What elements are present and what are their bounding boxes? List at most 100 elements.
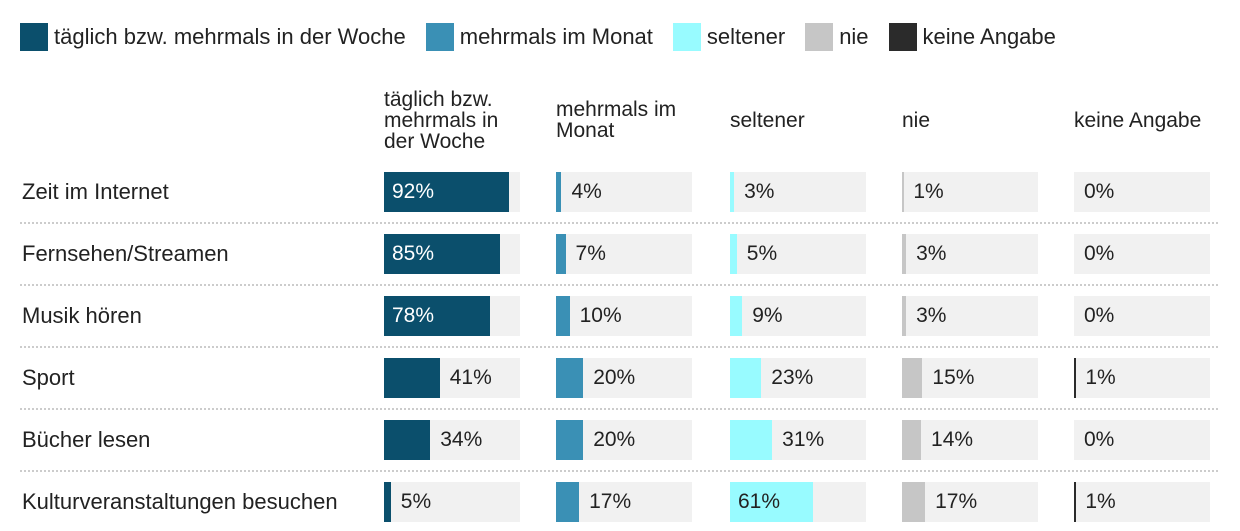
value-label: 1% [1085,490,1116,513]
value-label: 92% [392,180,435,203]
row-label: Musik hören [22,303,142,328]
value-label: 17% [935,490,978,513]
bar-track [902,172,1038,212]
row-separator [20,408,1218,410]
column-header: täglich bzw. mehrmals in der Woche [384,75,534,165]
row-separator [20,222,1218,224]
value-label: 14% [931,428,974,451]
bar-track [730,234,866,274]
legend-swatch [425,23,454,51]
value-label: 41% [449,366,492,389]
value-label: 10% [579,304,622,327]
bar [730,358,762,398]
legend-swatch [672,23,701,51]
bar-track [556,296,692,336]
legend-item: nie [805,23,869,51]
bar [902,358,923,398]
column-header-text: keine Angabe [1074,108,1202,132]
bar-track [902,420,1038,460]
bar [556,420,584,460]
column-header: mehrmals im Monat [556,75,706,165]
bar [1074,482,1076,522]
row-label: Fernsehen/Streamen [22,241,229,266]
column-header-text: täglich bzw. mehrmals in der Woche [384,87,499,153]
legend-item: mehrmals im Monat [425,23,653,51]
bar [1074,358,1076,398]
bar [902,234,907,274]
legend-swatch [805,23,834,51]
legend-item: täglich bzw. mehrmals in der Woche [20,23,406,51]
bar [902,482,926,522]
bar-track [902,296,1038,336]
value-label: 78% [392,304,435,327]
bar-track [902,234,1038,274]
row-separator [20,346,1218,348]
bar [902,420,922,460]
bar-track [384,482,520,522]
value-label: 1% [913,180,944,203]
legend-item: keine Angabe [888,23,1056,51]
value-label: 0% [1084,304,1115,327]
row-separator [20,470,1218,472]
bar-track [556,172,692,212]
bar-track [556,234,692,274]
column-header-text: mehrmals im Monat [556,98,677,142]
legend-label: nie [839,24,869,49]
bar [384,482,391,522]
value-label: 4% [571,180,602,203]
bar [556,296,570,336]
value-label: 0% [1084,242,1115,265]
legend-swatch [888,23,917,51]
bar [730,482,813,522]
value-label: 20% [593,366,636,389]
row-label: Sport [22,365,75,390]
row-label: Bücher lesen [22,427,151,452]
row-label: Kulturveranstaltungen besuchen [22,489,338,514]
legend-label: seltener [706,24,786,49]
bar [384,296,491,336]
value-label: 1% [1085,366,1116,389]
value-label: 61% [738,490,781,513]
column-header-text: seltener [730,108,805,132]
value-label: 85% [392,242,435,265]
bar [902,172,904,212]
value-label: 7% [575,242,606,265]
bar [730,234,737,274]
legend-item: seltener [672,23,786,51]
value-label: 23% [771,366,814,389]
value-label: 20% [593,428,636,451]
bar [556,358,584,398]
value-label: 0% [1084,180,1115,203]
row-separator [20,284,1218,286]
value-label: 31% [782,428,825,451]
value-label: 5% [400,490,432,513]
bar-track [1074,234,1210,274]
legend-label: keine Angabe [922,24,1056,49]
value-label: 34% [440,428,483,451]
value-label: 0% [1084,428,1115,451]
value-label: 5% [746,242,778,265]
bar [384,172,510,212]
row-label: Zeit im Internet [22,179,169,204]
bar [730,296,743,336]
bar [384,358,440,398]
bar [384,420,431,460]
column-header: keine Angabe [1074,75,1224,165]
bar-track [1074,296,1210,336]
bar-track [1074,420,1210,460]
value-label: 3% [916,304,947,327]
legend-label: mehrmals im Monat [459,24,653,49]
bar-track [730,296,866,336]
bar-track [730,172,866,212]
bar-track [1074,358,1210,398]
bar-track [1074,482,1210,522]
value-label: 9% [752,304,783,327]
column-header: seltener [730,75,880,165]
bar [730,420,773,460]
bar [556,482,580,522]
value-label: 3% [744,180,775,203]
bar-track [1074,172,1210,212]
bar [556,172,562,212]
value-label: 17% [589,490,632,513]
